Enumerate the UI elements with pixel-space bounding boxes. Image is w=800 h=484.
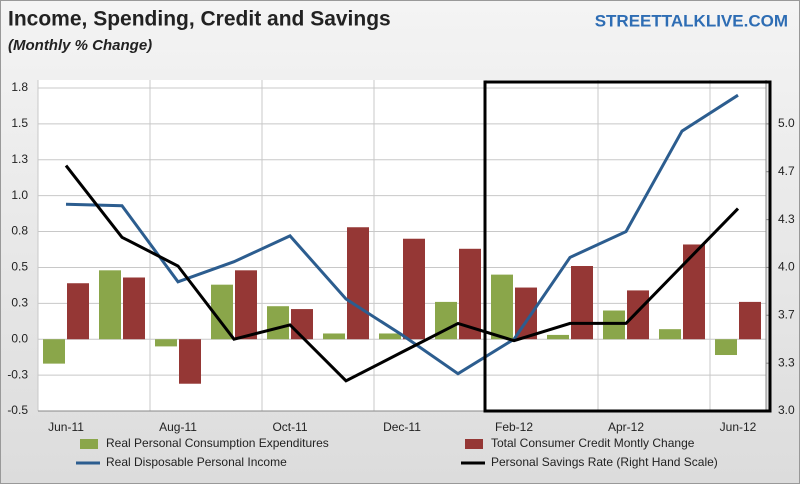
y-tick-label: -0.5 [7, 403, 28, 417]
x-tick-label: Jun-12 [720, 420, 757, 434]
bar [235, 270, 257, 340]
x-tick-label: Dec-11 [383, 420, 421, 434]
y2-tick-label: 3.3 [778, 355, 795, 369]
chart-subtitle: (Monthly % Change) [8, 37, 152, 54]
y-tick-label: -0.3 [7, 367, 28, 381]
bar [43, 339, 65, 364]
legend-swatch [80, 439, 98, 449]
line [65, 93, 739, 376]
bar [459, 248, 481, 340]
bar [659, 329, 681, 340]
y-tick-label: 0.5 [11, 260, 28, 274]
bar [379, 333, 401, 340]
bar [179, 339, 201, 384]
legend-swatch [465, 439, 483, 449]
y-tick-label: 0.3 [11, 296, 28, 310]
y2-tick-label: 4.7 [778, 164, 795, 178]
chart-title: Income, Spending, Credit and Savings [8, 8, 391, 31]
bar [547, 334, 569, 340]
bar [291, 309, 313, 340]
bar [211, 284, 233, 340]
y-tick-label: 1.0 [11, 188, 28, 202]
y2-tick-label: 3.7 [778, 307, 795, 321]
bar [739, 301, 761, 340]
y2-tick-label: 4.0 [778, 260, 795, 274]
y-tick-label: 1.3 [11, 152, 28, 166]
bar [571, 266, 593, 340]
y-tick-label: 1.8 [11, 80, 28, 94]
x-tick-label: Oct-11 [272, 420, 307, 434]
bar [155, 339, 177, 347]
legend-label: Real Personal Consumption Expenditures [106, 436, 329, 450]
legend-label: Total Consumer Credit Montly Change [491, 436, 695, 450]
y-tick-label: 0.0 [11, 331, 28, 345]
x-tick-label: Feb-12 [495, 420, 533, 434]
y-tick-label: 1.5 [11, 116, 28, 130]
bar [99, 270, 121, 340]
bar [683, 244, 705, 340]
line [64, 164, 740, 383]
bar [123, 277, 145, 340]
bar [403, 238, 425, 340]
x-tick-label: Aug-11 [159, 420, 197, 434]
bar [267, 306, 289, 340]
y2-tick-label: 5.0 [778, 116, 795, 130]
y2-tick-label: 3.0 [778, 403, 795, 417]
bar [515, 287, 537, 340]
source: STREETTALKLIVE.COM [595, 11, 788, 30]
bar [347, 227, 369, 340]
y2-tick-label: 4.3 [778, 212, 795, 226]
legend-label: Real Disposable Personal Income [106, 455, 287, 469]
highlight-box [483, 80, 772, 413]
bar [627, 290, 649, 340]
x-tick-label: Jun-11 [48, 420, 84, 434]
bar [323, 333, 345, 340]
y-tick-label: 0.8 [11, 224, 28, 238]
bar [715, 339, 737, 356]
x-tick-label: Apr-12 [608, 420, 644, 434]
plot-area [38, 80, 766, 411]
bar [67, 283, 89, 340]
bar [491, 274, 513, 340]
bar [435, 301, 457, 340]
legend-label: Personal Savings Rate (Right Hand Scale) [491, 455, 718, 469]
